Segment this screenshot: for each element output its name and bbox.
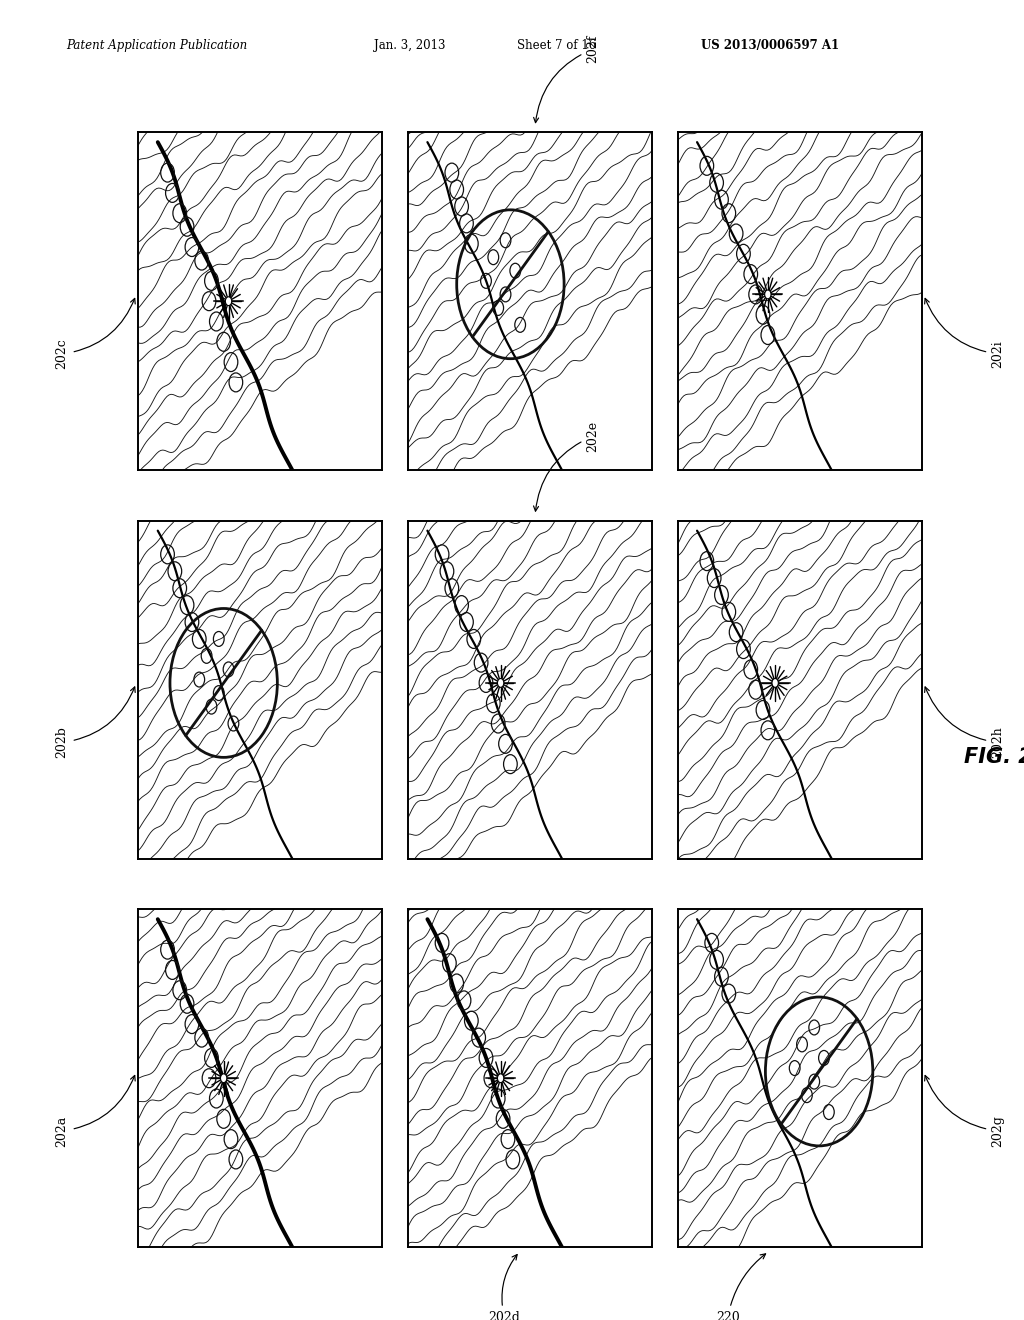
- Text: Jan. 3, 2013: Jan. 3, 2013: [374, 38, 445, 51]
- Circle shape: [225, 297, 231, 305]
- Text: US 2013/0006597 A1: US 2013/0006597 A1: [701, 38, 840, 51]
- Circle shape: [772, 678, 778, 688]
- Text: 220: 220: [716, 1254, 766, 1320]
- Text: 202f: 202f: [534, 36, 599, 123]
- Text: 202a: 202a: [55, 1076, 135, 1147]
- Text: Patent Application Publication: Patent Application Publication: [67, 38, 248, 51]
- Circle shape: [498, 678, 504, 688]
- Circle shape: [498, 1074, 504, 1082]
- Text: 202b: 202b: [55, 686, 135, 759]
- Text: FIG. 2C: FIG. 2C: [964, 747, 1024, 767]
- Text: 202e: 202e: [534, 421, 599, 511]
- Text: Sheet 7 of 16: Sheet 7 of 16: [517, 38, 596, 51]
- Text: 202i: 202i: [925, 298, 1005, 368]
- Text: 202h: 202h: [925, 686, 1005, 759]
- Text: 202c: 202c: [55, 298, 135, 370]
- Circle shape: [220, 1074, 227, 1082]
- Text: 202d: 202d: [488, 1254, 520, 1320]
- Text: 202g: 202g: [925, 1076, 1005, 1147]
- Circle shape: [765, 290, 771, 298]
